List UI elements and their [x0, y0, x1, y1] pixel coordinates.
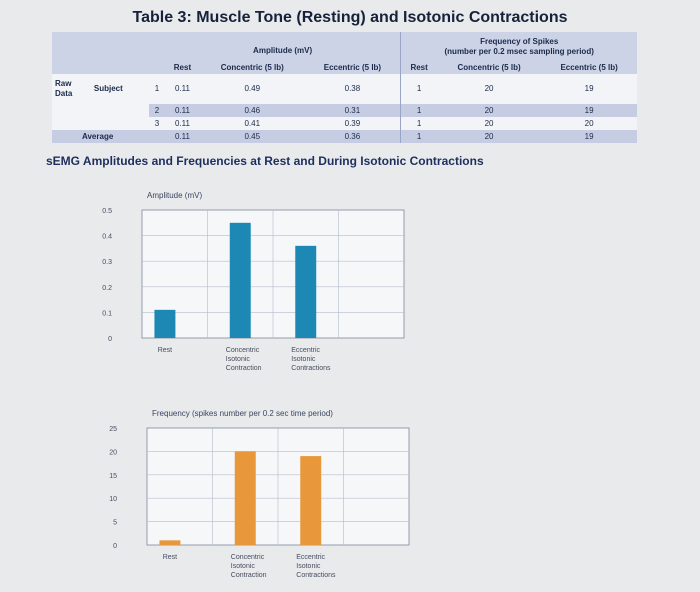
table-row: 2 0.11 0.46 0.31 1 20 19 [52, 103, 637, 117]
table-cell: 0.39 [344, 118, 361, 128]
amplitude-category-label: Isotonic [226, 356, 251, 363]
col-header-concentric-freq: Concentric (5 lb) [436, 61, 542, 75]
table-cell: 1 [400, 74, 437, 104]
amplitude-y-tick-label: 0.4 [102, 234, 112, 241]
table-cell: 19 [541, 103, 637, 117]
subject-id: 3 [154, 118, 160, 128]
frequency-category-label: Contraction [231, 572, 267, 579]
table-cell: 19 [541, 129, 637, 143]
frequency-y-tick-label: 20 [109, 449, 117, 456]
page-title: Table 3: Muscle Tone (Resting) and Isoto… [132, 9, 568, 26]
amplitude-category-label: Isotonic [291, 356, 316, 363]
table-cell: 0.46 [200, 103, 305, 117]
frequency-category-label: Concentric [231, 554, 265, 561]
amplitude-bar [229, 222, 251, 338]
table-cell: 1 [400, 103, 437, 117]
table-cell: 0.36 [304, 129, 401, 143]
frequency-category-label: Isotonic [231, 563, 256, 570]
table-cell: 20 [484, 118, 494, 128]
frequency-y-tick-label: 15 [109, 473, 117, 480]
amplitude-y-tick-label: 0 [108, 336, 112, 343]
amplitude-bar [154, 309, 176, 338]
table-row: 3 0.11 0.41 0.39 1 20 20 [52, 116, 637, 130]
subject-id: 1 [154, 84, 160, 94]
frequency-header-line1: Frequency of Spikes [480, 36, 559, 46]
table-row: Raw Data Subject 1 0.11 0.49 0.38 1 20 1… [52, 74, 637, 104]
table-cell: 0.38 [344, 84, 361, 94]
amplitude-bar [295, 245, 317, 338]
amplitude-category-label: Eccentric [291, 347, 320, 354]
table-cell: 20 [584, 118, 594, 128]
amplitude-category-label: Rest [158, 347, 172, 354]
col-header-rest-amp: Rest [164, 61, 201, 75]
col-header-eccentric-freq: Eccentric (5 lb) [541, 61, 637, 75]
col-header-eccentric-amp: Eccentric (5 lb) [304, 61, 401, 75]
table-cell: 20 [436, 103, 542, 117]
amplitude-group-header: Amplitude (mV) [164, 32, 401, 62]
table-cell: 0.11 [164, 103, 201, 117]
table-cell: 0.11 [164, 129, 201, 143]
frequency-chart-title: Frequency (spikes number per 0.2 sec tim… [152, 409, 333, 418]
frequency-y-tick-label: 0 [113, 543, 117, 550]
amplitude-y-tick-label: 0.3 [102, 259, 112, 266]
amplitude-y-tick-label: 0.2 [102, 285, 112, 292]
amplitude-y-tick-label: 0.1 [102, 310, 112, 317]
frequency-y-tick-label: 10 [109, 496, 117, 503]
table-cell: 20 [436, 129, 542, 143]
frequency-category-label: Isotonic [296, 563, 321, 570]
col-header-concentric-amp: Concentric (5 lb) [200, 61, 305, 75]
table-cell: 1 [400, 116, 437, 130]
table-cell: 0.45 [200, 129, 305, 143]
table-cell: 20 [484, 84, 494, 94]
raw-label: Raw Data [52, 74, 91, 103]
frequency-group-header: Frequency of Spikes (number per 0.2 msec… [400, 32, 637, 62]
table-cell: 0.11 [174, 118, 190, 128]
frequency-bar [159, 540, 181, 545]
amplitude-category-label: Contractions [291, 365, 331, 372]
frequency-category-label: Contractions [296, 572, 336, 579]
table-cell: 0.31 [304, 103, 401, 117]
subject-label: Subject [93, 84, 123, 94]
raw-label-2: Data [55, 88, 73, 98]
amplitude-chart-title: Amplitude (mV) [147, 192, 202, 200]
table-cell: 0.49 [244, 84, 261, 94]
table-cell: 1 [400, 129, 437, 143]
frequency-header-line2: (number per 0.2 msec sampling period) [444, 46, 594, 56]
amplitude-category-label: Contraction [226, 365, 262, 372]
col-header-rest-freq: Rest [400, 61, 437, 75]
average-label: Average [52, 129, 150, 143]
frequency-bar [234, 451, 256, 545]
frequency-chart: Frequency (spikes number per 0.2 sec tim… [109, 409, 410, 579]
amplitude-y-tick-label: 0.5 [102, 208, 112, 215]
raw-label-1: Raw [55, 78, 72, 88]
frequency-y-tick-label: 25 [109, 426, 117, 433]
frequency-category-label: Rest [163, 554, 177, 561]
amplitude-chart: Amplitude (mV) 0 0.1 0.2 0.3 0.4 0.5 Rest Concen… [102, 192, 405, 372]
table-cell: 19 [584, 84, 594, 94]
frequency-bar [300, 456, 322, 545]
table-cell: 0.41 [244, 118, 261, 128]
data-table: Amplitude (mV) Frequency of Spikes (numb… [52, 32, 637, 143]
amplitude-category-label: Concentric [226, 347, 260, 354]
frequency-y-tick-label: 5 [113, 520, 117, 527]
subject-id: 2 [149, 103, 165, 117]
frequency-category-label: Eccentric [296, 554, 325, 561]
charts-subtitle: sEMG Amplitudes and Frequencies at Rest … [46, 154, 484, 168]
average-row: Average 0.11 0.45 0.36 1 20 19 [52, 129, 637, 143]
table-cell: 0.11 [174, 84, 190, 94]
